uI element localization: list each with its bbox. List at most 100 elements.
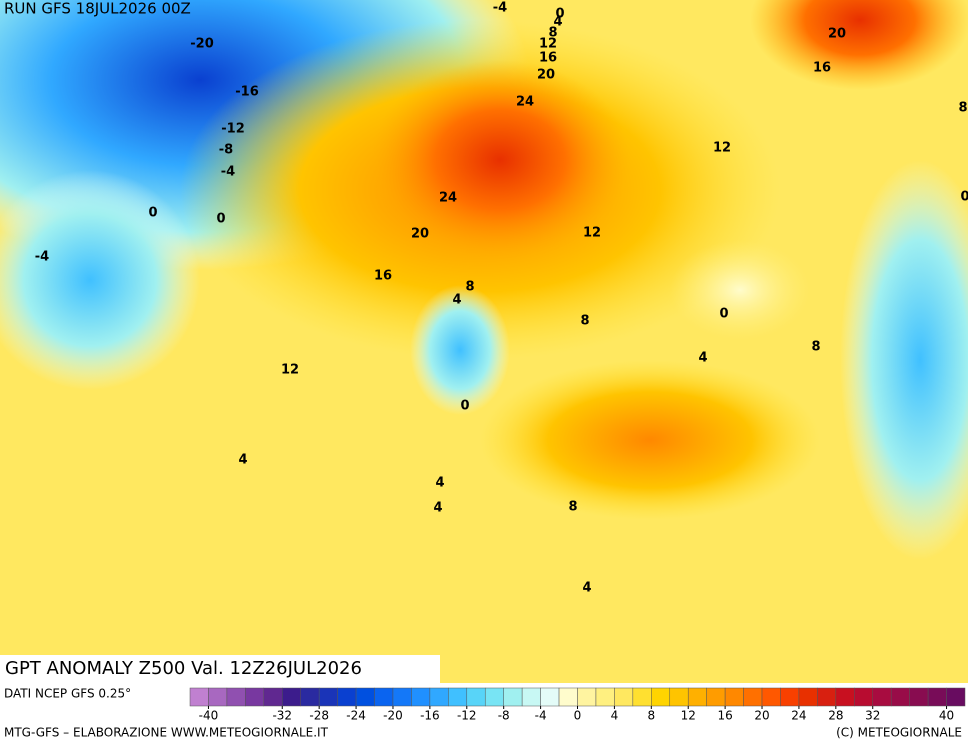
contour-label: -20 — [190, 37, 214, 52]
contour-label: 4 — [433, 501, 442, 516]
colorbar-tick-label: 24 — [791, 709, 806, 723]
contour-label: 12 — [281, 363, 299, 378]
title-box — [0, 655, 440, 683]
colorbar-tick-label: -24 — [346, 709, 366, 723]
contour-label: 12 — [713, 141, 731, 156]
colorbar-swatch — [466, 687, 486, 707]
map-field — [0, 0, 968, 683]
contour-label: -4 — [35, 250, 49, 265]
colorbar-tick-label: 28 — [828, 709, 843, 723]
contour-label: 4 — [582, 581, 591, 596]
colorbar-swatch — [374, 687, 394, 707]
contour-label: -12 — [221, 122, 245, 137]
colorbar-tick-label: 40 — [939, 709, 954, 723]
colorbar-swatch — [909, 687, 929, 707]
contour-label: 0 — [148, 206, 157, 221]
colorbar-swatch — [263, 687, 283, 707]
contour-label: 24 — [516, 95, 534, 110]
colorbar-swatch — [687, 687, 707, 707]
colorbar-swatch — [337, 687, 357, 707]
copyright: (C) METEOGIORNALE — [836, 726, 962, 740]
contour-label: 8 — [548, 26, 557, 41]
contour-label: 16 — [374, 269, 392, 284]
colorbar-swatch — [761, 687, 781, 707]
colorbar-swatch — [300, 687, 320, 707]
colorbar-tick-label: -28 — [309, 709, 329, 723]
colorbar-swatch — [318, 687, 338, 707]
colorbar-swatch — [854, 687, 873, 707]
colorbar-swatch — [411, 687, 431, 707]
contour-label: -8 — [219, 143, 233, 158]
colorbar-tick-label: 12 — [681, 709, 696, 723]
contour-label: 4 — [698, 351, 707, 366]
colorbar-swatch — [743, 687, 763, 707]
colorbar-swatch — [706, 687, 726, 707]
colorbar-swatch — [521, 687, 541, 707]
contour-label: 0 — [719, 307, 728, 322]
contour-label: 20 — [411, 227, 429, 242]
contour-label: 8 — [958, 101, 967, 116]
colorbar-swatch — [189, 687, 209, 707]
map-title: GPT ANOMALY Z500 Val. 12Z26JUL2026 — [5, 658, 362, 679]
contour-label: 0 — [555, 7, 564, 22]
contour-label: -4 — [493, 1, 507, 16]
contour-label: 0 — [960, 190, 968, 205]
contour-label: 8 — [465, 280, 474, 295]
contour-label: 12 — [583, 226, 601, 241]
colorbar-tick-label: -12 — [457, 709, 477, 723]
contour-label: 8 — [568, 500, 577, 515]
contour-label: 16 — [539, 51, 557, 66]
contour-label: -4 — [221, 165, 235, 180]
colorbar-tick-label: -40 — [199, 709, 219, 723]
contour-label: 20 — [828, 27, 846, 42]
colorbar-swatch — [651, 687, 671, 707]
contour-label: -16 — [235, 85, 259, 100]
colorbar-swatch — [429, 687, 449, 707]
colorbar: -40 -32 -28 -24 -20 -16 -12 -8 -4 0 4 8 12 16 20 24 28 32… — [189, 687, 966, 723]
colorbar-swatch — [817, 687, 837, 707]
contour-label: 20 — [537, 68, 555, 83]
contour-label: 24 — [439, 191, 457, 206]
colorbar-swatch — [540, 687, 560, 707]
colorbar-swatch — [503, 687, 523, 707]
colorbar-tick-label: 20 — [754, 709, 769, 723]
colorbar-swatch — [595, 687, 615, 707]
contour-label: 0 — [460, 399, 469, 414]
colorbar-swatch — [872, 687, 892, 707]
contour-label: 4 — [452, 293, 461, 308]
colorbar-tick-label: -32 — [272, 709, 292, 723]
colorbar-tick-label: 0 — [574, 709, 582, 723]
colorbar-tick-label: -4 — [535, 709, 547, 723]
colorbar-swatch — [484, 687, 504, 707]
colorbar-swatch — [226, 687, 246, 707]
contour-label: 8 — [811, 340, 820, 355]
contour-label: 0 — [216, 212, 225, 227]
colorbar-tick-label: 8 — [647, 709, 655, 723]
colorbar-tick-label: 16 — [717, 709, 732, 723]
contour-label: 8 — [580, 314, 589, 329]
colorbar-tick-label: -20 — [383, 709, 403, 723]
colorbar-swatch — [448, 687, 468, 707]
colorbar-swatch — [946, 687, 966, 707]
colorbar-swatch — [890, 687, 910, 707]
colorbar-swatch — [392, 687, 412, 707]
colorbar-swatch — [780, 687, 800, 707]
colorbar-swatch — [724, 687, 744, 707]
contour-label: 12 — [539, 37, 557, 52]
colorbar-swatch — [245, 687, 265, 707]
contour-label: 4 — [435, 476, 444, 491]
colorbar-tick-label: -8 — [498, 709, 510, 723]
colorbar-swatch — [927, 687, 947, 707]
run-header: RUN GFS 18JUL2026 00Z — [4, 0, 191, 18]
colorbar-swatch — [282, 687, 301, 707]
colorbar-swatch — [577, 687, 597, 707]
colorbar-swatch — [632, 687, 652, 707]
colorbar-tick-label: 4 — [611, 709, 619, 723]
contour-label: 16 — [813, 61, 831, 76]
credit: MTG-GFS – ELABORAZIONE WWW.METEOGIORNALE… — [4, 726, 329, 740]
colorbar-tick-label: 32 — [865, 709, 880, 723]
colorbar-swatch — [835, 687, 855, 707]
colorbar-swatch — [669, 687, 689, 707]
